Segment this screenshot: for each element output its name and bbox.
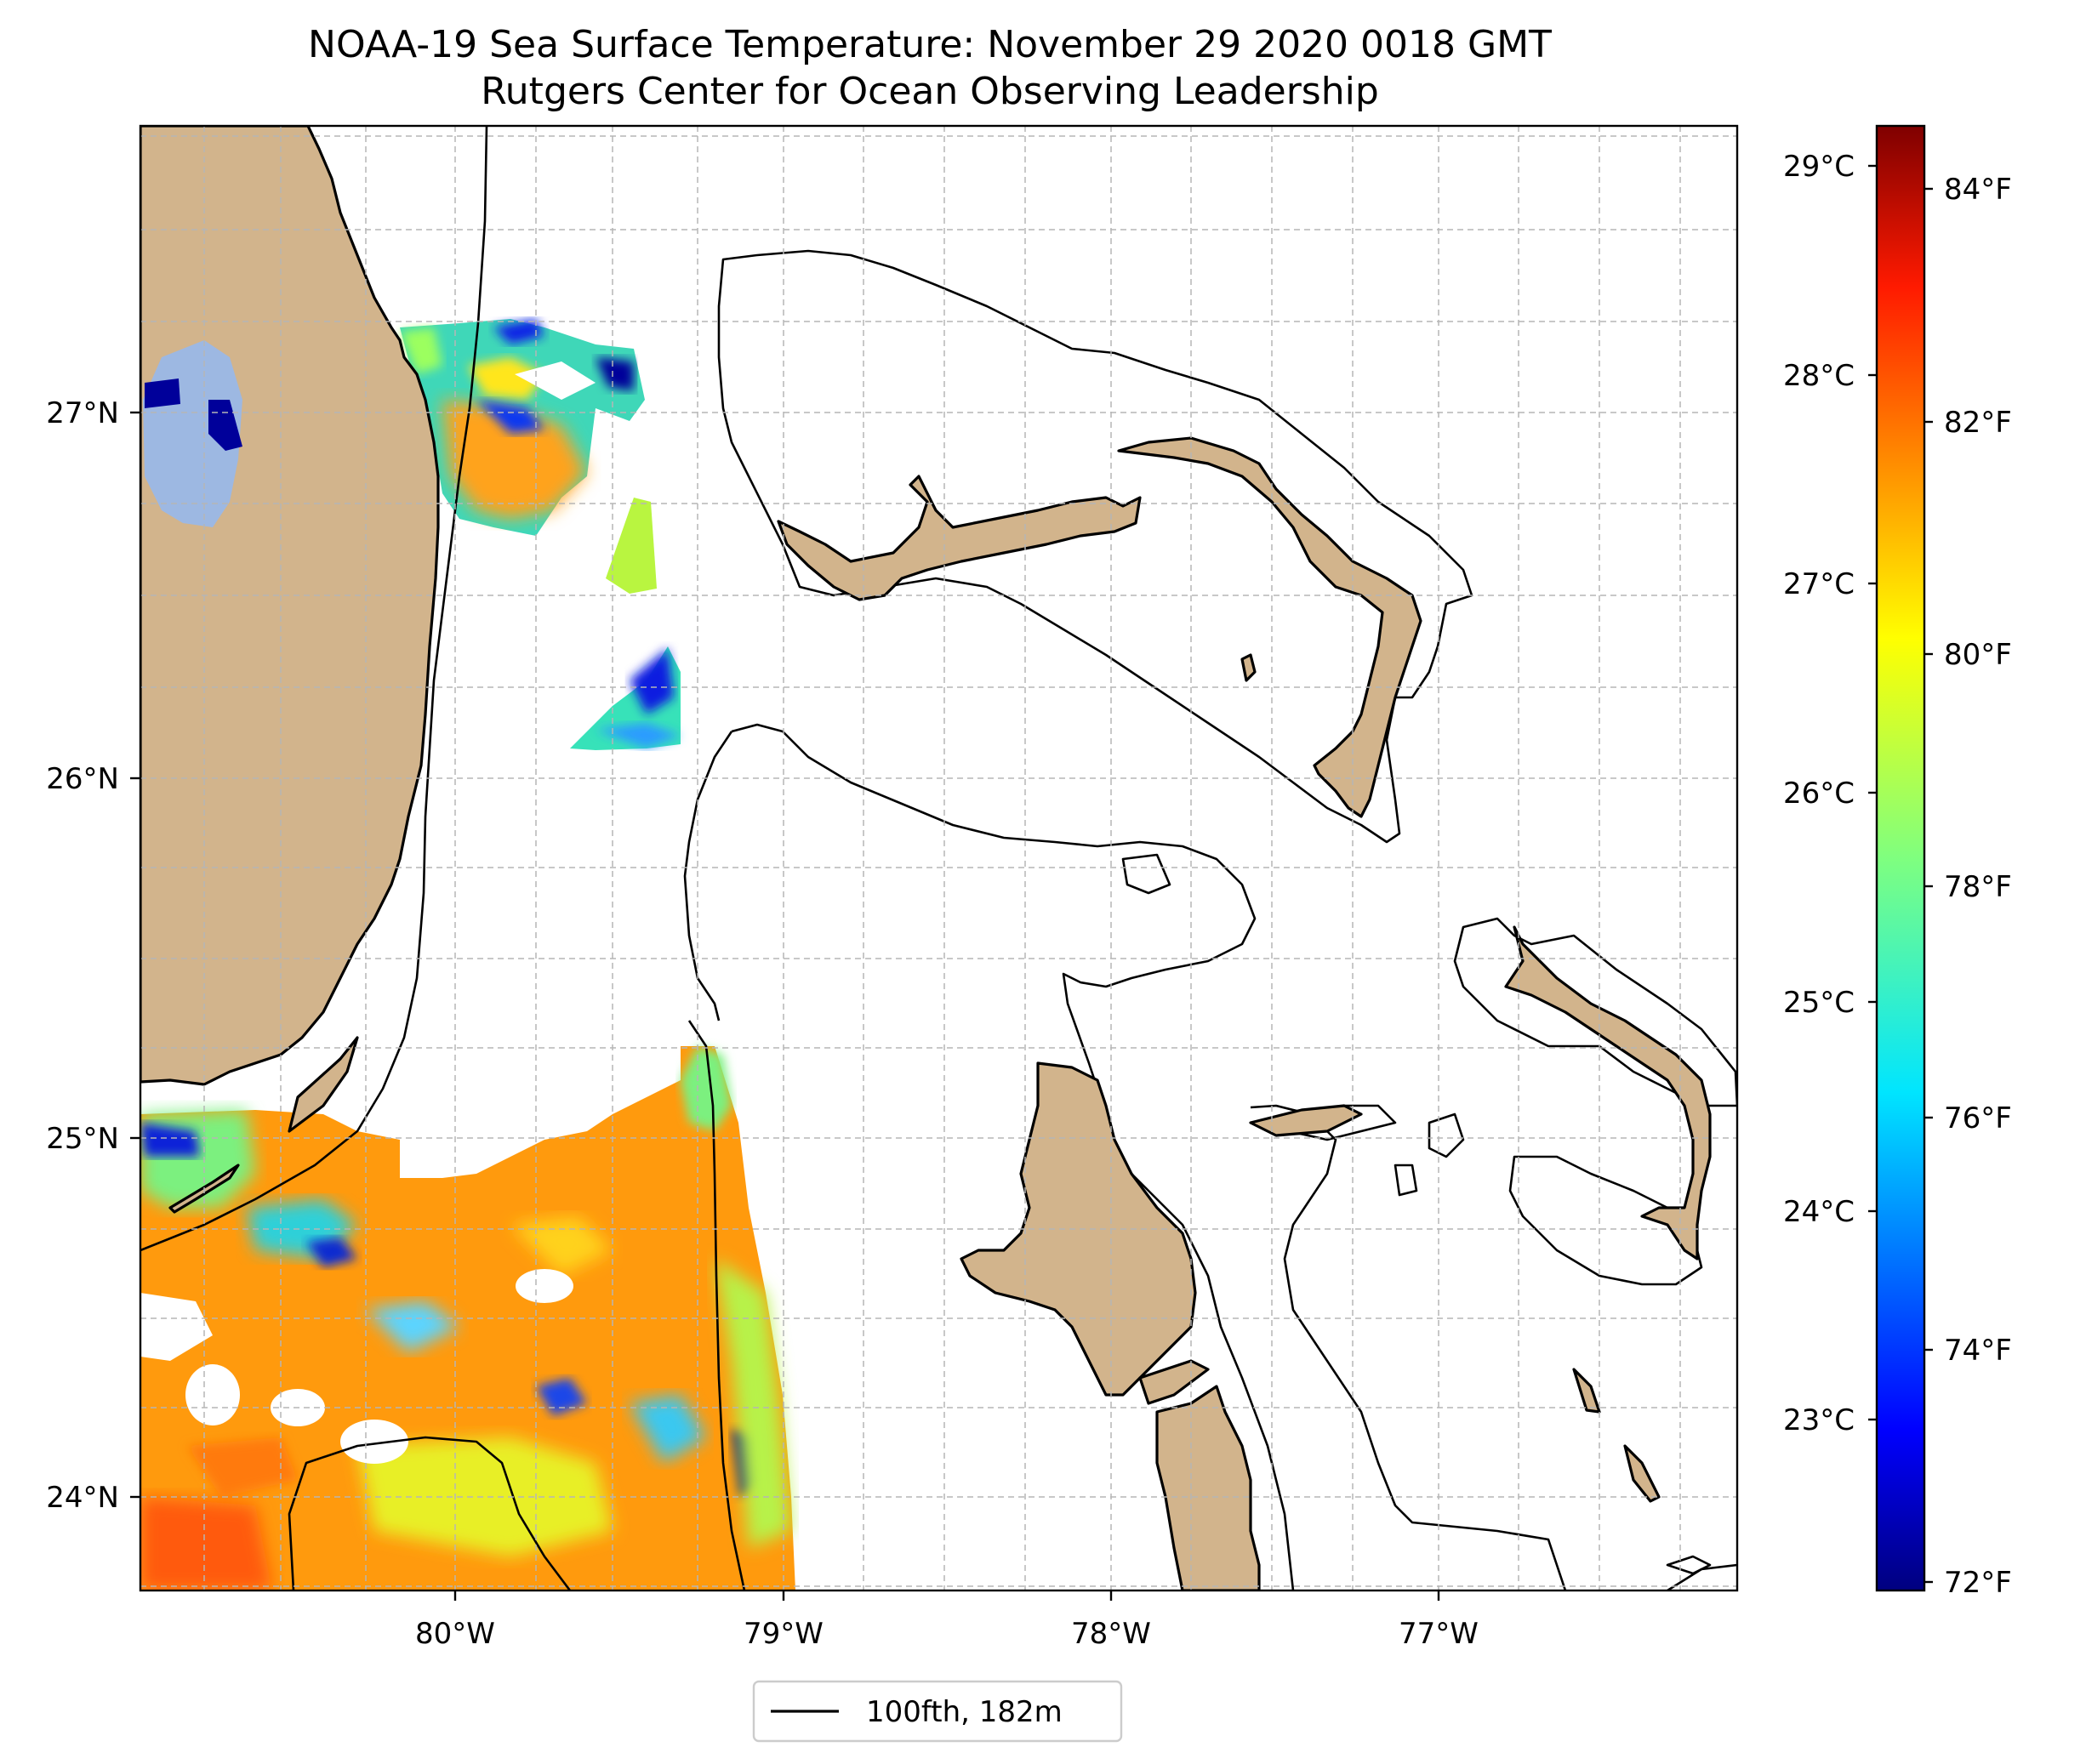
y-tick-label: 25°N [46,1122,119,1156]
x-tick-label: 79°W [744,1617,824,1651]
colorbar-celsius-label: 29°C [1783,150,1855,184]
colorbar-celsius-label: 28°C [1783,359,1855,393]
title-line-2: Rutgers Center for Ocean Observing Leade… [481,70,1379,113]
y-tick-label: 26°N [46,762,119,796]
colorbar-fahrenheit-label: 76°F [1944,1101,2012,1135]
figure: NOAA-19 Sea Surface Temperature: Novembe… [0,0,2086,1764]
colorbar-fahrenheit-label: 78°F [1944,870,2012,904]
isobath-bahama-bank-west [685,731,732,1021]
y-tick-label: 27°N [46,396,119,430]
map-area [140,126,1737,1590]
legend-label: 100fth, 182m [866,1695,1063,1729]
colorbar-fahrenheit-label: 72°F [1944,1566,2012,1600]
abaco-islands [1119,438,1421,817]
florida-land [140,126,438,1084]
colorbar-celsius-label: 27°C [1783,567,1855,601]
colorbar-gradient [1877,126,1924,1590]
colorbar-celsius-label: 26°C [1783,777,1855,811]
x-tick-label: 78°W [1071,1617,1151,1651]
andros-island [961,1063,1195,1395]
berry-islands [1251,1106,1361,1135]
grand-bahama-island [778,476,1140,600]
andros-south [1157,1386,1259,1590]
colorbar-fahrenheit-label: 84°F [1944,173,2012,207]
y-tick-label: 24°N [46,1481,119,1515]
colorbar-celsius-label: 24°C [1783,1195,1855,1229]
x-tick-label: 80°W [415,1617,495,1651]
colorbar-fahrenheit-label: 82°F [1944,406,2012,440]
legend: 100fth, 182m [754,1681,1121,1741]
eleuthera [1506,927,1710,1259]
colorbar: 29°C 28°C 27°C 26°C 25°C 24°C 23°C 84°F … [1783,126,2012,1600]
colorbar-fahrenheit-label: 74°F [1944,1334,2012,1368]
sst-small-patch-1 [606,498,657,594]
x-axis: 80°W 79°W 78°W 77°W [415,1590,1479,1651]
y-axis: 27°N 26°N 25°N 24°N [46,396,140,1515]
x-tick-label: 77°W [1399,1617,1479,1651]
colorbar-fahrenheit-label: 80°F [1944,638,2012,672]
colorbar-celsius-label: 23°C [1783,1403,1855,1437]
colorbar-celsius-label: 25°C [1783,986,1855,1020]
title-line-1: NOAA-19 Sea Surface Temperature: Novembe… [308,23,1552,66]
